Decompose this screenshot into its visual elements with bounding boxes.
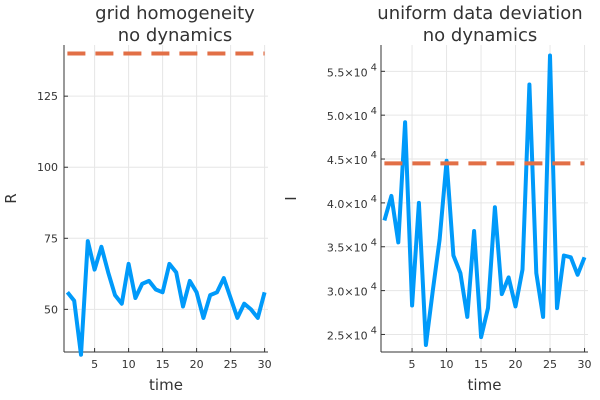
- chart-uniform-data-deviation: 5 10 15 20 25 30 2.5×10 4 3.0×10 4 3.5×10 4 4.0×10 4 4…: [282, 3, 592, 394]
- x-axis-label: time: [468, 376, 502, 394]
- x-tick-label: 30: [578, 358, 592, 371]
- x-axis-label: time: [149, 376, 183, 394]
- x-tick-label: 15: [156, 358, 170, 371]
- chart-title: uniform data deviation: [377, 3, 582, 24]
- y-tick-label: 125: [37, 90, 58, 103]
- y-tick-label: 5.5×10 4: [327, 62, 377, 79]
- x-tick-label: 20: [509, 358, 523, 371]
- y-tick-label: 2.5×10 4: [327, 325, 377, 342]
- y-tick-label: 100: [37, 161, 58, 174]
- y-tick-label: 3.0×10 4: [327, 282, 377, 299]
- x-tick-label: 20: [190, 358, 204, 371]
- chart-subtitle: no dynamics: [423, 25, 537, 46]
- chart-subtitle: no dynamics: [118, 25, 232, 46]
- y-tick-label: 50: [44, 303, 58, 316]
- chart-title: grid homogeneity: [95, 3, 255, 24]
- y-tick-label: 75: [44, 232, 58, 245]
- solid-series-line: [382, 53, 587, 347]
- solid-series-line: [65, 239, 267, 357]
- x-tick-label: 10: [122, 358, 136, 371]
- y-tick-label: 4.0×10 4: [327, 194, 377, 211]
- x-tick-label: 15: [474, 358, 488, 371]
- x-tick-label: 5: [91, 358, 98, 371]
- x-tick-label: 10: [440, 358, 454, 371]
- y-axis-label: I: [282, 196, 300, 200]
- x-tick-label: 30: [258, 358, 272, 371]
- x-tick-label: 25: [224, 358, 238, 371]
- y-axis-label: R: [2, 193, 20, 203]
- y-tick-label: 4.5×10 4: [327, 150, 377, 167]
- chart-grid-homogeneity: 5 10 15 20 25 30 50 75 100 125 grid homogeneityno …: [2, 3, 272, 394]
- x-tick-label: 25: [543, 358, 557, 371]
- y-tick-label: 3.5×10 4: [327, 238, 377, 255]
- x-tick-label: 5: [409, 358, 416, 371]
- y-tick-label: 5.0×10 4: [327, 106, 377, 123]
